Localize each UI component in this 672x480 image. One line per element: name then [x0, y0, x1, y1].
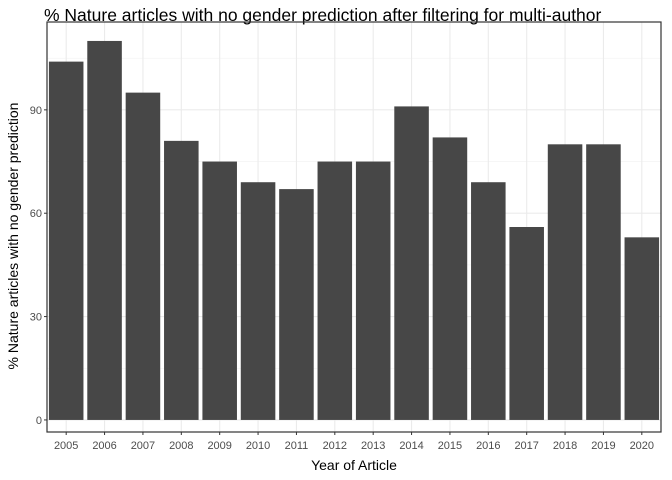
- x-tick-label: 2006: [92, 440, 116, 452]
- bar-2008: [164, 140, 199, 420]
- bars: [48, 40, 660, 420]
- x-tick-label: 2014: [399, 440, 423, 452]
- y-tick-label: 60: [30, 208, 42, 220]
- bar-2015: [432, 137, 468, 420]
- bar-2010: [240, 182, 276, 420]
- x-tick-label: 2012: [323, 440, 347, 452]
- bar-2013: [355, 161, 391, 420]
- x-tick-label: 2010: [246, 440, 270, 452]
- x-tick-label: 2013: [361, 440, 385, 452]
- bar-2005: [48, 61, 84, 420]
- x-tick-label: 2005: [54, 440, 78, 452]
- x-tick-label: 2011: [285, 440, 309, 452]
- x-tick-label: 2017: [514, 440, 538, 452]
- x-tick-label: 2015: [438, 440, 462, 452]
- bar-2007: [125, 92, 161, 420]
- y-axis: 0 30 60 90: [30, 105, 47, 427]
- x-tick-label: 2009: [207, 440, 231, 452]
- bar-2014: [394, 106, 429, 420]
- x-tick-label: 2019: [591, 440, 615, 452]
- chart-title: % Nature articles with no gender predict…: [44, 5, 602, 25]
- x-axis-title: Year of Article: [311, 457, 397, 473]
- bar-2019: [586, 144, 621, 420]
- bar-2006: [87, 40, 122, 420]
- x-tick-label: 2020: [630, 440, 654, 452]
- bar-2020: [624, 237, 660, 420]
- x-tick-label: 2018: [553, 440, 577, 452]
- bar-2017: [509, 227, 544, 420]
- y-axis-title: % Nature articles with no gender predict…: [5, 103, 21, 370]
- x-tick-label: 2016: [476, 440, 500, 452]
- bar-2011: [279, 189, 314, 420]
- bar-2018: [547, 144, 583, 420]
- plot-panel: [46, 21, 662, 433]
- bar-2012: [317, 161, 353, 420]
- y-tick-label: 90: [30, 105, 42, 117]
- y-tick-label: 0: [36, 415, 42, 427]
- x-tick-label: 2008: [169, 440, 193, 452]
- y-tick-label: 30: [30, 312, 42, 324]
- bar-2016: [471, 182, 506, 420]
- bar-2009: [202, 161, 237, 420]
- x-axis: 2005 2006 2007 2008 2009 2010 2011 2012 2013 2014…: [54, 432, 654, 452]
- x-tick-label: 2007: [131, 440, 155, 452]
